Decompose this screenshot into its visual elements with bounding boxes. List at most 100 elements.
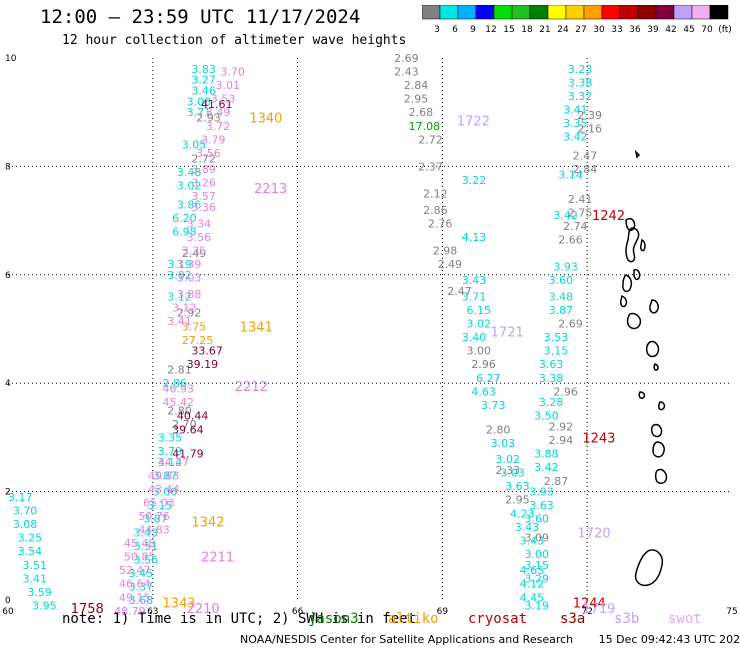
wave-height-label: 41.61: [201, 98, 233, 111]
coastline-island: [634, 149, 641, 159]
wave-height-label: 3.39: [177, 258, 202, 271]
x-tick-label: 66: [292, 607, 304, 617]
wave-height-label: 17.08: [409, 120, 441, 133]
wave-height-label: 3.70: [220, 66, 245, 79]
colorbar-label: 6: [452, 25, 458, 35]
coastline-island: [626, 312, 642, 330]
wave-height-label: 4.63: [471, 385, 496, 398]
wave-height-label: 6.15: [467, 304, 492, 317]
colorbar-label: 33: [611, 25, 622, 35]
coastline-island: [652, 441, 665, 458]
wave-height-label: 3.03: [177, 272, 202, 285]
wave-height-label: 3.08: [13, 518, 38, 531]
wave-height-label: 46.93: [162, 383, 194, 396]
legend-item-swot: swot: [668, 611, 702, 627]
wave-height-label: 3.35: [158, 431, 183, 444]
wave-height-label: 52.47: [119, 564, 151, 577]
wave-height-label: 3.05: [182, 139, 207, 152]
wave-height-label: 3.87: [143, 513, 168, 526]
wave-height-label: 2.70: [172, 418, 197, 431]
wave-height-label: 4.13: [462, 231, 487, 244]
wave-height-label: 2.96: [471, 358, 496, 371]
wave-height-label: 3.50: [534, 410, 559, 423]
wave-height-label: 3.45: [129, 567, 154, 580]
wave-height-label: 2.80: [486, 423, 511, 436]
wave-height-label: 3.14: [158, 456, 183, 469]
wave-height-label: 3.26: [191, 177, 216, 190]
wave-height-label: 3.42: [553, 209, 578, 222]
wave-height-label: 3.48: [177, 166, 202, 179]
wave-height-label: 2.75: [568, 206, 593, 219]
pass-time-label: 1242: [592, 209, 625, 224]
wave-height-label: 2.92: [549, 421, 574, 434]
wave-height-label: 65.03: [143, 496, 175, 509]
pass-time-label: 1340: [249, 112, 282, 127]
wave-height-label: 2.16: [578, 122, 603, 135]
wave-height-label: 3.22: [462, 174, 487, 187]
x-tick-label: 69: [437, 607, 449, 617]
wave-height-label: 3.42: [563, 131, 588, 144]
wave-height-label: 2.68: [409, 106, 434, 119]
wave-height-label: 3.53: [544, 331, 569, 344]
wave-height-label: 3.15: [524, 559, 549, 572]
pass-time-label: 1342: [191, 515, 224, 530]
legend: jason3 altiko cryosat s3a s3b swot: [0, 611, 740, 631]
wave-height-label: 3.87: [549, 304, 574, 317]
wave-height-label: 3.12: [172, 301, 197, 314]
colorbar-label: 15: [503, 25, 514, 35]
wave-height-label: 3.38: [568, 76, 593, 89]
wave-height-label: 3.32: [568, 90, 593, 103]
colorbar-label: 42: [665, 25, 676, 35]
wave-height-label: 2.96: [553, 385, 578, 398]
chart-title: 12:00 – 23:59 UTC 11/17/2024: [40, 6, 361, 28]
wave-height-label: 2.94: [549, 434, 574, 447]
y-tick-label: 2: [5, 488, 11, 498]
wave-height-label: 6.98: [172, 225, 197, 238]
wave-height-label: 3.14: [558, 169, 583, 182]
legend-item-s3a: s3a: [560, 611, 586, 627]
wave-height-label: 3.88: [177, 288, 202, 301]
colorbar-label: (ft): [718, 25, 732, 35]
colorbar-label: 3: [434, 25, 440, 35]
wave-height-label: 3.37: [129, 580, 154, 593]
wave-height-label: 3.43: [520, 534, 545, 547]
wave-height-label: 4.12: [520, 578, 545, 591]
wave-height-label: 27.25: [182, 334, 214, 347]
y-tick-label: 0: [5, 596, 11, 606]
wave-height-label: 3.60: [524, 513, 549, 526]
wave-height-label: 3.38: [539, 372, 564, 385]
colorbar: 3 6 9 12 15 18 21 24 27 30 33 36 39 42 45 70 (ft): [422, 5, 732, 35]
footer-credit: NOAA/NESDIS Center for Satellite Applica…: [240, 633, 740, 646]
coastline-island: [634, 549, 664, 587]
coastline-island: [622, 274, 633, 293]
wave-height-label: 2.47: [573, 150, 598, 163]
wave-height-label: 3.41: [563, 103, 588, 116]
wave-height-label: 2.37: [418, 160, 443, 173]
wave-height-label: 3.63: [529, 499, 554, 512]
pass-time-label: 1343: [162, 597, 195, 612]
x-tick-label: 75: [726, 607, 737, 617]
wave-height-label: 49.15: [119, 591, 151, 604]
wave-height-label: 3.15: [148, 499, 173, 512]
wave-height-label: 44.27: [158, 456, 190, 469]
wave-height-label: 33.67: [191, 345, 223, 358]
wave-height-label: 3.56: [187, 231, 212, 244]
wave-height-label: 3.36: [191, 201, 216, 214]
wave-height-label: 50.76: [138, 510, 170, 523]
wave-height-label: 2.84: [404, 79, 429, 92]
wave-height-label: 3.09: [524, 532, 549, 545]
wave-height-label: 3.79: [201, 133, 226, 146]
wave-height-label: 2.69: [394, 52, 419, 65]
wave-height-label: 3.71: [462, 290, 487, 303]
wave-height-label: 3.51: [133, 540, 158, 553]
wave-height-label: 3.83: [191, 63, 216, 76]
wave-height-label: 3.01: [216, 79, 241, 92]
wave-height-label: 2.69: [558, 318, 583, 331]
wave-height-label: 2.95: [404, 93, 429, 106]
wave-height-label: 3.41: [167, 315, 192, 328]
wave-height-label: 2.12: [423, 188, 448, 201]
wave-height-label: 2.92: [177, 307, 202, 320]
legend-note: note: 1) Time is in UTC; 2) SWH is in fe…: [62, 611, 416, 627]
wave-height-label: 3.19: [524, 599, 549, 612]
note-text: note: 1) Time is in UTC; 2) SWH is in fe…: [62, 611, 417, 627]
